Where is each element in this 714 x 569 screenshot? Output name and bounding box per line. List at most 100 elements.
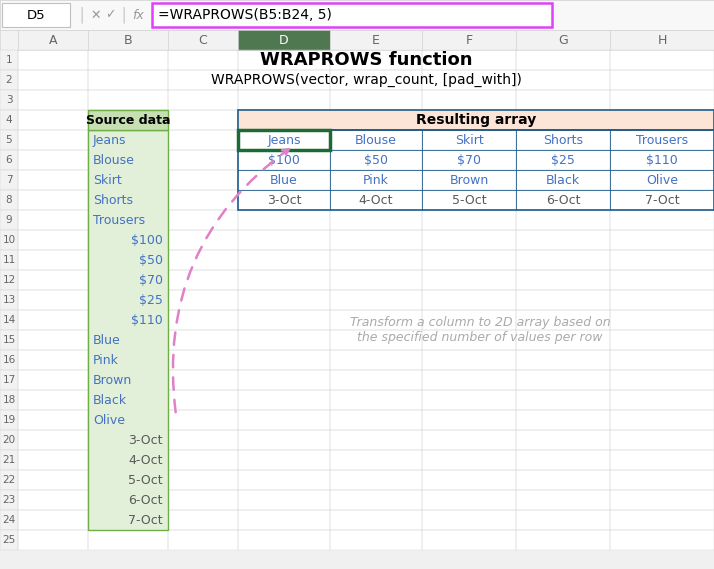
Bar [88, 330, 168, 350]
Bar [422, 110, 516, 130]
Bar [610, 450, 714, 470]
Bar [330, 50, 422, 70]
Bar [238, 210, 330, 230]
Bar [168, 190, 238, 210]
Text: Skirt: Skirt [93, 174, 122, 187]
Bar [0, 430, 18, 450]
Bar [422, 230, 516, 250]
Bar [238, 450, 330, 470]
Bar [610, 130, 714, 150]
Bar [238, 150, 330, 170]
Bar [238, 90, 330, 110]
Bar [610, 290, 714, 310]
Bar [516, 210, 610, 230]
Bar [238, 430, 330, 450]
Text: 4: 4 [6, 115, 12, 125]
Bar [422, 370, 516, 390]
Bar [18, 470, 88, 490]
Bar [516, 390, 610, 410]
Text: Shorts: Shorts [543, 134, 583, 146]
Bar [610, 190, 714, 210]
Text: │: │ [78, 7, 86, 23]
Text: Source data: Source data [86, 113, 170, 126]
Bar [610, 170, 714, 190]
Bar [610, 270, 714, 290]
Text: 4-Oct: 4-Oct [129, 453, 163, 467]
Bar [18, 50, 714, 550]
Bar [330, 370, 422, 390]
Bar [168, 30, 238, 50]
Text: $25: $25 [139, 294, 163, 307]
Bar [610, 250, 714, 270]
Bar [330, 390, 422, 410]
Bar [238, 490, 330, 510]
Text: 1: 1 [6, 55, 12, 65]
Text: Resulting array: Resulting array [416, 113, 536, 127]
Text: Skirt: Skirt [455, 134, 483, 146]
Bar [168, 170, 238, 190]
Text: Blue: Blue [270, 174, 298, 187]
Bar [18, 430, 88, 450]
Bar [422, 270, 516, 290]
Bar [88, 110, 168, 130]
Text: 17: 17 [2, 375, 16, 385]
Bar [422, 150, 516, 170]
Text: F: F [466, 34, 473, 47]
Bar [0, 70, 18, 90]
Bar [18, 330, 88, 350]
Text: 22: 22 [2, 475, 16, 485]
Text: Blouse: Blouse [93, 154, 135, 167]
Bar [88, 430, 168, 450]
Bar [516, 250, 610, 270]
Bar [152, 3, 552, 27]
Text: $100: $100 [131, 233, 163, 246]
Text: 5-Oct: 5-Oct [452, 193, 486, 207]
Bar [422, 430, 516, 450]
Bar [238, 270, 330, 290]
Bar [330, 90, 422, 110]
Bar [330, 230, 422, 250]
Bar [168, 370, 238, 390]
Bar [18, 190, 88, 210]
Bar [0, 450, 18, 470]
Bar [0, 110, 18, 130]
Text: B: B [124, 34, 132, 47]
Bar [88, 490, 168, 510]
Bar [238, 370, 330, 390]
Bar [330, 410, 422, 430]
Bar [18, 210, 88, 230]
Bar [330, 490, 422, 510]
Bar [238, 310, 330, 330]
Bar [422, 530, 516, 550]
Text: Blouse: Blouse [355, 134, 397, 146]
Bar [0, 190, 18, 210]
Bar [88, 530, 168, 550]
Text: 14: 14 [2, 315, 16, 325]
Bar [610, 350, 714, 370]
Bar [610, 310, 714, 330]
Bar [168, 230, 238, 250]
Bar [88, 410, 168, 430]
Bar [330, 270, 422, 290]
Bar [18, 390, 88, 410]
Bar [422, 70, 516, 90]
Text: $70: $70 [457, 154, 481, 167]
Bar [330, 150, 422, 170]
Text: C: C [198, 34, 207, 47]
Bar [168, 70, 238, 90]
Bar [18, 450, 88, 470]
Bar [610, 390, 714, 410]
Bar [422, 130, 516, 150]
Text: $50: $50 [139, 254, 163, 266]
Bar [330, 190, 422, 210]
Bar [238, 350, 330, 370]
Bar [330, 510, 422, 530]
Text: 12: 12 [2, 275, 16, 285]
Bar [88, 190, 168, 210]
Bar [422, 170, 516, 190]
Bar [516, 470, 610, 490]
Bar [0, 390, 18, 410]
Bar [168, 210, 238, 230]
Bar [18, 70, 88, 90]
Bar [516, 50, 610, 70]
